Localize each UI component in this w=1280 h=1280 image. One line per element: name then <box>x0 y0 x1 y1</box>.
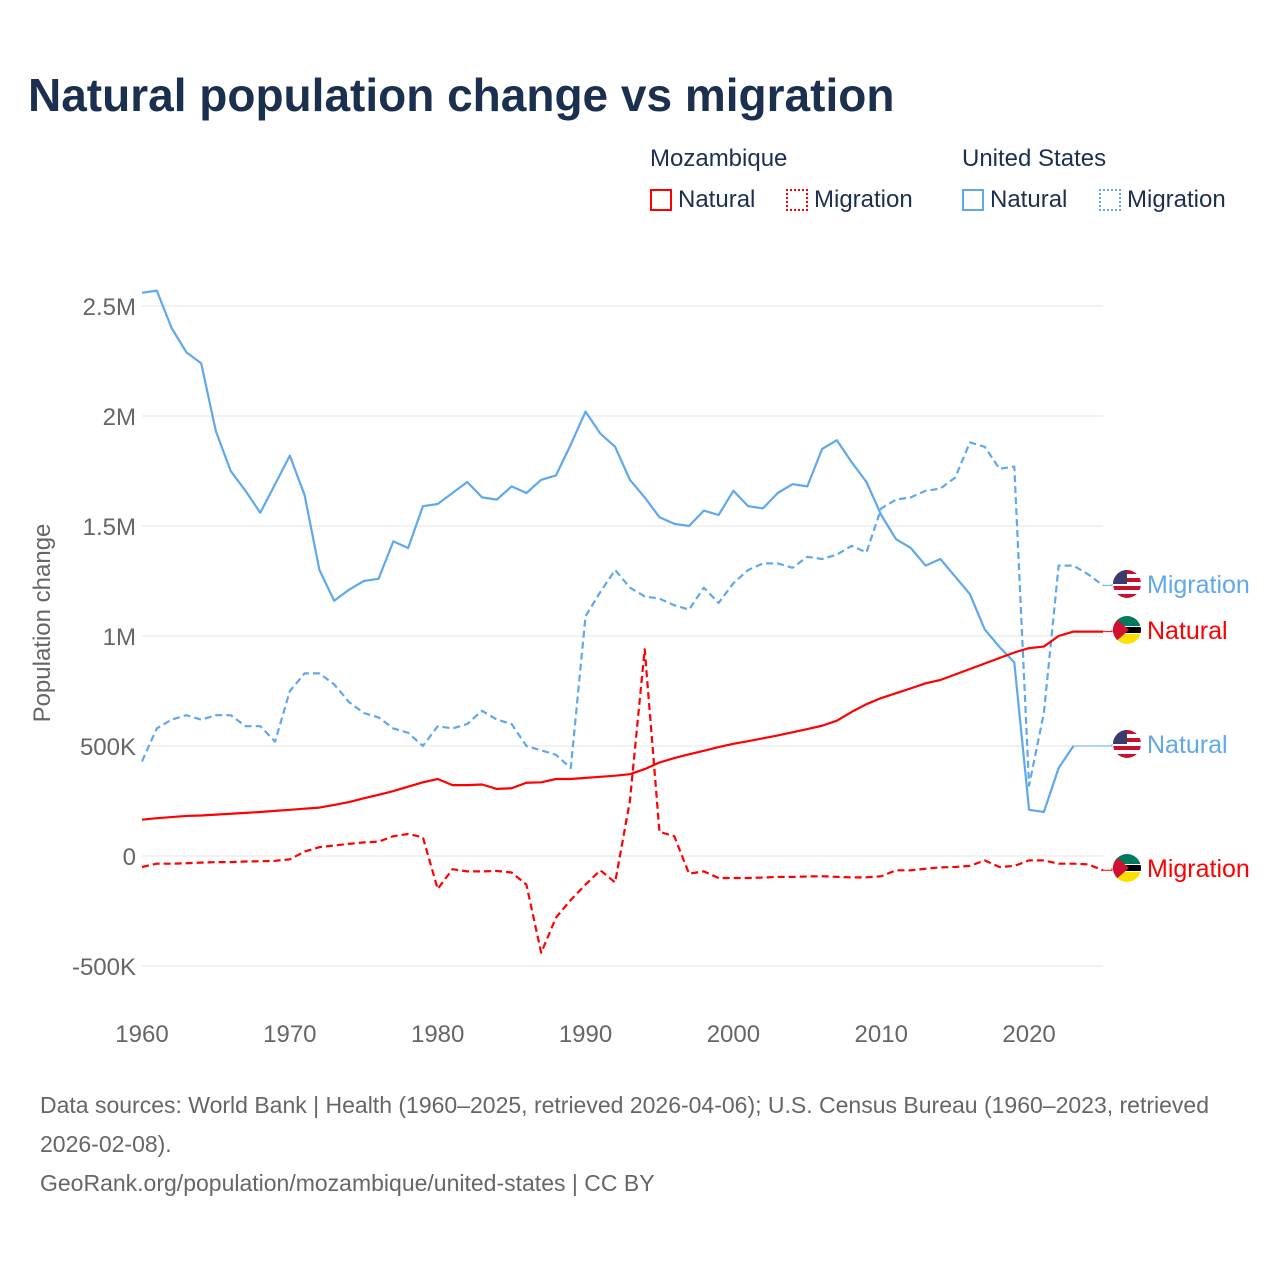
legend-mozambique-migration[interactable]: Migration <box>786 186 913 214</box>
series-line-united-states-natural <box>141 289 1075 814</box>
legend-us-natural[interactable]: Natural <box>962 186 1067 214</box>
y-tick-label: 1.5M <box>83 514 136 541</box>
label-connector <box>1103 630 1113 633</box>
y-tick-label: 2M <box>103 404 136 431</box>
series-end-label: Natural <box>1147 617 1228 645</box>
legend-us-migration[interactable]: Migration <box>1099 186 1226 214</box>
x-tick-label: 2020 <box>1002 1021 1055 1048</box>
solid-swatch-icon <box>650 189 672 211</box>
x-tick-label: 1980 <box>411 1021 464 1048</box>
series-line-united-states-migration <box>140 441 1104 787</box>
legend-group-mozambique: Mozambique <box>650 145 788 172</box>
label-connector <box>1073 744 1113 747</box>
us-flag-icon <box>1113 730 1141 758</box>
x-tick-label: 1960 <box>115 1021 168 1048</box>
y-tick-label: 2.5M <box>83 294 136 321</box>
footer-sources: Data sources: World Bank | Health (1960–… <box>40 1092 1210 1157</box>
y-tick-label: -500K <box>72 954 136 981</box>
y-tick-label: 500K <box>80 734 136 761</box>
solid-swatch-icon <box>962 189 984 211</box>
us-flag-icon <box>1113 570 1141 598</box>
y-tick-label: 0 <box>123 844 136 871</box>
legend-group-united-states: United States <box>962 145 1107 172</box>
x-tick-label: 2010 <box>855 1021 908 1048</box>
label-connector <box>1103 584 1113 586</box>
footer-credit[interactable]: GeoRank.org/population/mozambique/united… <box>40 1170 655 1196</box>
y-axis-label: Population change <box>29 524 56 723</box>
legend-label: Migration <box>814 186 913 213</box>
series-line-mozambique-migration <box>141 648 1104 954</box>
dotted-swatch-icon <box>786 189 808 211</box>
series-line-mozambique-natural <box>141 630 1103 821</box>
mozambique-flag-icon <box>1113 854 1141 882</box>
mozambique-flag-icon <box>1113 616 1141 644</box>
x-tick-label: 2000 <box>707 1021 760 1048</box>
series-end-label: Natural <box>1147 731 1228 759</box>
y-tick-label: 1M <box>103 624 136 651</box>
legend-mozambique-natural[interactable]: Natural <box>650 186 755 214</box>
legend-label: Migration <box>1127 186 1226 213</box>
dotted-swatch-icon <box>1099 189 1121 211</box>
x-tick-label: 1990 <box>559 1021 612 1048</box>
legend-label: Natural <box>990 186 1068 213</box>
series-end-label: Migration <box>1147 571 1250 599</box>
label-connector <box>1103 868 1113 871</box>
legend-label: Natural <box>678 186 756 213</box>
series-end-label: Migration <box>1147 855 1250 883</box>
plot-area: -500K 0 500K 1M 1.5M 2M 2.5M 1960 1970 1980 1990 20… <box>29 289 1250 1048</box>
chart-title: Natural population change vs migration <box>28 69 895 121</box>
x-tick-label: 1970 <box>263 1021 316 1048</box>
